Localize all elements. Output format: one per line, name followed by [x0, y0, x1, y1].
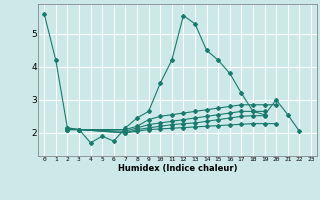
X-axis label: Humidex (Indice chaleur): Humidex (Indice chaleur) — [118, 164, 237, 173]
